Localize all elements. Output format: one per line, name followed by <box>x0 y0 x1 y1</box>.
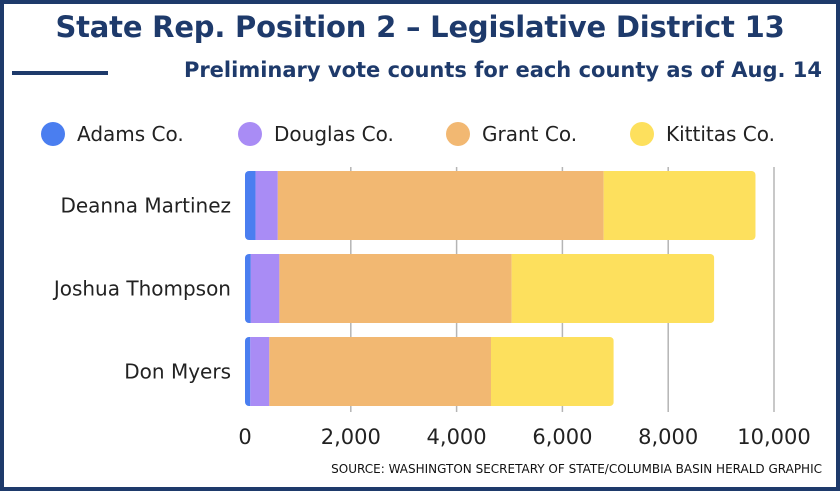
legend-item-adams: Adams Co. <box>41 119 184 149</box>
legend: Adams Co. Douglas Co. Grant Co. Kittitas… <box>4 119 836 149</box>
category-label-joshua-thompson: Joshua Thompson <box>52 277 231 301</box>
legend-label-kittitas: Kittitas Co. <box>666 122 775 146</box>
legend-item-kittitas: Kittitas Co. <box>630 119 775 149</box>
legend-item-grant: Grant Co. <box>446 119 577 149</box>
category-label-deanna-martinez: Deanna Martinez <box>60 194 231 218</box>
legend-swatch-grant <box>446 122 470 146</box>
x-tick-label: 0 <box>238 425 251 449</box>
chart-subtitle: Preliminary vote counts for each county … <box>183 58 822 82</box>
x-tick-label: 10,000 <box>737 425 810 449</box>
bar-group-don-myers <box>245 337 614 406</box>
x-tick-label: 8,000 <box>638 425 698 449</box>
legend-swatch-douglas <box>238 122 262 146</box>
source-credit: SOURCE: WASHINGTON SECRETARY OF STATE/CO… <box>331 462 822 476</box>
category-labels: Deanna Martinez Joshua Thompson Don Myers <box>52 194 231 384</box>
legend-label-douglas: Douglas Co. <box>274 122 394 146</box>
legend-item-douglas: Douglas Co. <box>238 119 394 149</box>
bar-deanna-martinez-douglas-co <box>255 171 278 240</box>
bar-don-myers-adams-co <box>245 337 251 406</box>
bars <box>245 171 756 406</box>
x-tick-label: 2,000 <box>321 425 381 449</box>
bar-don-myers-grant-co <box>269 337 491 406</box>
bar-don-myers-douglas-co <box>250 337 270 406</box>
bar-deanna-martinez-grant-co <box>277 171 604 240</box>
bar-joshua-thompson-kittitas-co <box>511 254 715 323</box>
bar-joshua-thompson-grant-co <box>279 254 512 323</box>
legend-label-grant: Grant Co. <box>482 122 578 146</box>
bar-group-deanna-martinez <box>245 171 756 240</box>
x-tick-label: 6,000 <box>532 425 592 449</box>
x-tick-label: 4,000 <box>427 425 487 449</box>
category-label-don-myers: Don Myers <box>124 360 231 384</box>
bar-joshua-thompson-douglas-co <box>250 254 280 323</box>
x-tick-labels: 0 2,000 4,000 6,000 8,000 10,000 <box>238 425 810 449</box>
bar-joshua-thompson-adams-co <box>245 254 251 323</box>
bar-group-joshua-thompson <box>245 254 715 323</box>
bar-don-myers-kittitas-co <box>490 337 614 406</box>
bar-deanna-martinez-adams-co <box>245 171 256 240</box>
legend-swatch-kittitas <box>630 122 654 146</box>
title-rule <box>12 71 108 75</box>
bar-deanna-martinez-kittitas-co <box>603 171 756 240</box>
chart-title: State Rep. Position 2 – Legislative Dist… <box>55 10 785 44</box>
legend-swatch-adams <box>41 122 65 146</box>
legend-label-adams: Adams Co. <box>77 122 184 146</box>
